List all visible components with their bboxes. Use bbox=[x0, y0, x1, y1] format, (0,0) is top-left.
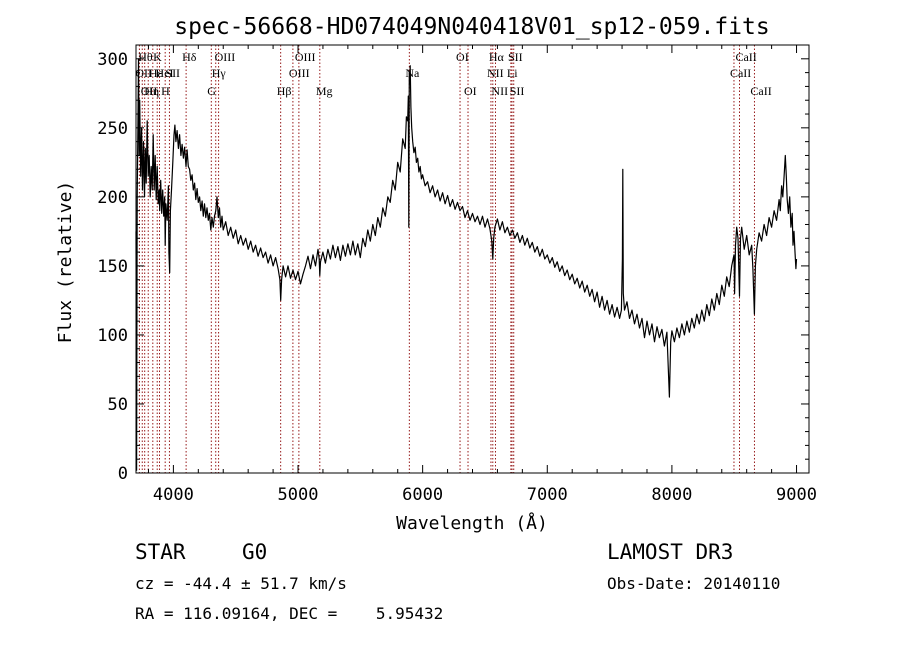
line-label-3: Hη bbox=[144, 84, 159, 98]
line-label-0: OII bbox=[135, 66, 152, 80]
line-label-1: Hθ bbox=[138, 50, 153, 64]
line-label-17: Na bbox=[405, 66, 420, 80]
y-tick-label-0: 0 bbox=[118, 464, 128, 484]
line-label-16: Mg bbox=[316, 84, 333, 98]
line-label-23: Li bbox=[507, 66, 518, 80]
line-label-15: OIII bbox=[295, 50, 316, 64]
spectral-subclass: G0 bbox=[242, 540, 268, 564]
line-label-12: OIII bbox=[215, 50, 236, 64]
y-tick-label-2: 100 bbox=[97, 326, 128, 346]
x-tick-label-4: 8000 bbox=[651, 485, 692, 505]
y-tick-label-6: 300 bbox=[97, 50, 128, 70]
x-tick-label-0: 4000 bbox=[153, 485, 194, 505]
line-label-7: H bbox=[161, 84, 170, 98]
line-label-26: CaII bbox=[730, 66, 751, 80]
x-axis-ticks: 4000 5000 6000 7000 8000 9000 bbox=[147, 45, 817, 505]
spectral-line-markers bbox=[138, 45, 755, 473]
y-axis-label: Flux (relative) bbox=[55, 181, 76, 344]
line-label-13: Hβ bbox=[277, 84, 292, 98]
line-label-28: CaII bbox=[750, 84, 771, 98]
x-tick-label-2: 6000 bbox=[402, 485, 443, 505]
line-label-2: OII bbox=[141, 84, 158, 98]
line-label-14: OIII bbox=[289, 66, 310, 80]
y-tick-label-1: 50 bbox=[108, 395, 128, 415]
line-label-27: CaII bbox=[735, 50, 756, 64]
spectral-line-labels: OIIHθOIIHηHεKHeIHSIIHδGHγOIIIHβOIIIOIIIM… bbox=[135, 50, 771, 98]
line-label-22: NII bbox=[491, 84, 508, 98]
line-label-20: NII bbox=[487, 66, 504, 80]
y-tick-label-5: 250 bbox=[97, 119, 128, 139]
line-label-5: K bbox=[153, 50, 162, 64]
y-axis-ticks: 0 50 100 150 200 250 300 bbox=[97, 44, 809, 484]
x-tick-label-3: 7000 bbox=[527, 485, 568, 505]
line-label-18: OI bbox=[456, 50, 469, 64]
line-label-4: Hε bbox=[149, 66, 163, 80]
line-label-19: OI bbox=[464, 84, 477, 98]
line-label-24: SII bbox=[508, 50, 523, 64]
line-label-10: G bbox=[207, 84, 216, 98]
line-label-11: Hγ bbox=[212, 66, 227, 80]
spectrum-line-0 bbox=[135, 58, 798, 471]
line-label-25: SII bbox=[510, 84, 525, 98]
coordinates: RA = 116.09164, DEC = 5.95432 bbox=[135, 604, 444, 623]
y-tick-label-4: 200 bbox=[97, 188, 128, 208]
x-tick-label-5: 9000 bbox=[776, 485, 817, 505]
chart-title: spec-56668-HD074049N040418V01_sp12-059.f… bbox=[174, 14, 769, 40]
y-tick-label-3: 150 bbox=[97, 257, 128, 277]
plot-frame bbox=[135, 44, 810, 474]
line-label-8: SII bbox=[165, 66, 180, 80]
redshift-value: cz = -44.4 ± 51.7 km/s bbox=[135, 574, 347, 593]
x-axis-label: Wavelength (Å) bbox=[396, 512, 548, 534]
line-label-6: HeI bbox=[156, 66, 174, 80]
observation-date: Obs-Date: 20140110 bbox=[607, 574, 781, 593]
spectrum-series bbox=[135, 58, 798, 471]
line-label-9: Hδ bbox=[182, 50, 197, 64]
x-tick-label-1: 5000 bbox=[278, 485, 319, 505]
survey-name: LAMOST DR3 bbox=[607, 540, 734, 564]
line-label-21: Hα bbox=[489, 50, 505, 64]
object-class: STAR bbox=[135, 540, 186, 564]
